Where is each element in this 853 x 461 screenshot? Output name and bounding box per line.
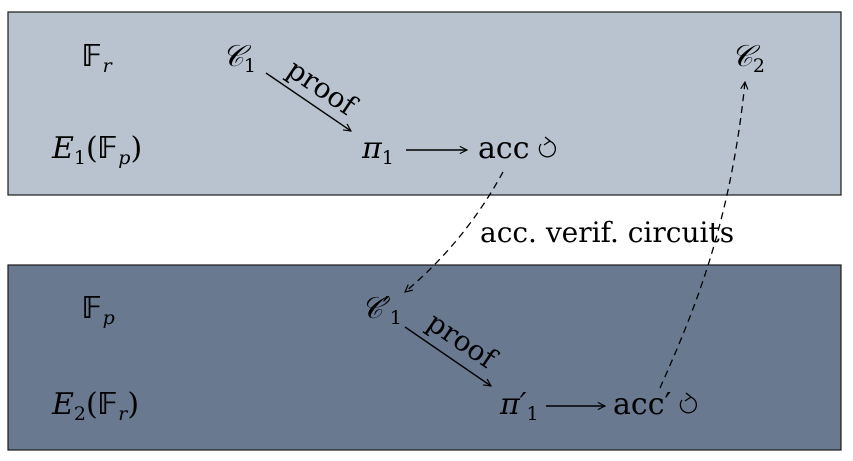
top-curve-label: E1(𝔽p) bbox=[51, 131, 142, 169]
acc-prime-label: acc′ bbox=[613, 387, 671, 422]
top-band bbox=[7, 11, 842, 196]
acc-label-top: acc bbox=[478, 131, 530, 166]
circuit-c1-label: 𝒞1 bbox=[222, 39, 256, 77]
bottom-curve-label: E2(𝔽r) bbox=[51, 387, 139, 425]
circular-arrow-icon-bottom bbox=[679, 392, 698, 414]
pi1-label: π1 bbox=[361, 131, 394, 169]
bottom-band bbox=[7, 264, 842, 451]
circular-arrow-icon bbox=[538, 136, 557, 158]
pi1-prime-label: π′1 bbox=[499, 387, 539, 425]
proof-arrow-top bbox=[265, 72, 351, 131]
dashed-arrow-to-c2 bbox=[659, 82, 745, 389]
circuit-c1-prime-label: 𝒞′1 bbox=[361, 291, 402, 329]
bottom-field-label: 𝔽p bbox=[82, 291, 115, 329]
top-field-label: 𝔽r bbox=[82, 39, 114, 77]
proof-arrow-bottom bbox=[404, 326, 491, 386]
verifier-circuits-label: acc. verif. circuits bbox=[480, 216, 734, 249]
dashed-arrow-to-c1-prime bbox=[405, 171, 504, 292]
